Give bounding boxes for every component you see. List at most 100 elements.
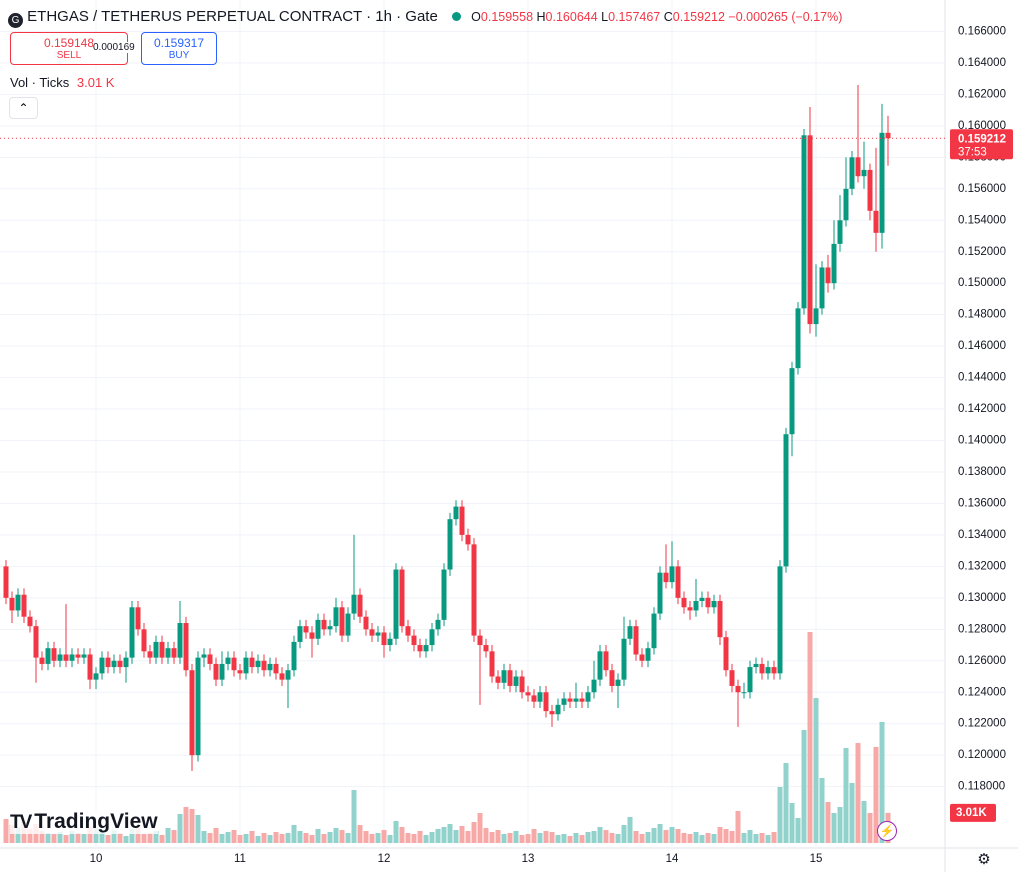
volume-bar — [363, 831, 369, 843]
candle-body — [501, 670, 507, 683]
candle-body — [465, 534, 471, 545]
y-tick-label: 0.126000 — [958, 655, 1006, 667]
volume-bar — [57, 832, 63, 843]
candle-body — [99, 657, 105, 674]
volume-bar — [27, 829, 33, 843]
volume-bar — [243, 834, 249, 843]
candle-body — [423, 645, 429, 652]
volume-bar — [723, 829, 729, 843]
h-label: H — [536, 10, 546, 24]
lightning-button[interactable]: ⚡ — [877, 821, 897, 841]
volume-bar — [597, 827, 603, 843]
volume-bar — [783, 763, 789, 843]
candle-body — [483, 645, 489, 652]
c-label: C — [663, 10, 673, 24]
volume-bar — [315, 829, 321, 843]
volume-bar — [129, 829, 135, 843]
candle-body — [447, 519, 453, 570]
candle-body — [885, 132, 891, 139]
volume-bar — [39, 831, 45, 843]
volume-bar — [3, 819, 9, 843]
volume-bar — [735, 811, 741, 843]
volume-bar — [267, 835, 273, 843]
volume-bar — [441, 827, 447, 843]
volume-bar — [351, 790, 357, 843]
candle-body — [57, 654, 63, 661]
brand-glyph: TV — [10, 812, 32, 833]
candle-body — [75, 654, 81, 658]
candle-body — [783, 434, 789, 567]
candle-body — [135, 607, 141, 630]
y-tick-label: 0.134000 — [958, 529, 1006, 541]
candle-body — [801, 135, 807, 309]
logo: G — [8, 13, 23, 28]
volume-bar — [327, 832, 333, 843]
candle-body — [537, 692, 543, 702]
buy-button[interactable]: 0.159317 BUY — [141, 32, 217, 65]
candle-body — [513, 676, 519, 686]
candle-body — [765, 667, 771, 674]
candle-body — [615, 679, 621, 686]
o-label: O — [471, 10, 481, 24]
volume-bar — [435, 829, 441, 843]
y-tick-label: 0.124000 — [958, 686, 1006, 698]
candle-body — [699, 597, 705, 601]
volume-bar — [681, 833, 687, 843]
volume-bar — [99, 832, 105, 843]
volume-bar — [381, 830, 387, 843]
y-tick-label: 0.128000 — [958, 623, 1006, 635]
candle-body — [777, 566, 783, 674]
y-tick-label: 0.150000 — [958, 277, 1006, 289]
volume-bar — [219, 834, 225, 843]
candle-body — [147, 651, 153, 658]
volume-bar — [819, 778, 825, 843]
candle-body — [429, 629, 435, 646]
candle-body — [831, 243, 837, 284]
volume-bar — [669, 827, 675, 843]
collapse-button[interactable]: ⌃ — [9, 97, 38, 119]
volume-bar — [321, 834, 327, 843]
volume-bar — [15, 827, 21, 843]
candle-body — [411, 635, 417, 646]
volume-bar — [531, 829, 537, 843]
x-tick-label: 14 — [666, 853, 679, 865]
candle-body — [93, 673, 99, 680]
c-value: 0.159212 — [672, 10, 725, 24]
candle-body — [585, 692, 591, 702]
settings-button[interactable]: ⚙ — [977, 851, 991, 868]
candle-body — [309, 632, 315, 639]
candle-body — [573, 698, 579, 702]
candle-body — [105, 657, 111, 668]
volume-bar — [117, 833, 123, 843]
candle-body — [333, 607, 339, 627]
candle-body — [519, 676, 525, 693]
candle-body — [369, 629, 375, 636]
candle-body — [345, 613, 351, 636]
volume-bar — [135, 827, 141, 843]
x-tick-label: 12 — [378, 853, 391, 865]
candle-body — [249, 657, 255, 668]
volume-bar — [387, 835, 393, 843]
candle-body — [165, 648, 171, 658]
candle-body — [225, 657, 231, 664]
candle-body — [393, 569, 399, 639]
candle-body — [381, 632, 387, 646]
candle-body — [489, 651, 495, 677]
volume-bar — [771, 832, 777, 843]
volume-bar — [831, 813, 837, 843]
candle-body — [591, 679, 597, 693]
volume-bar — [303, 833, 309, 843]
candle-body — [129, 607, 135, 658]
y-tick-label: 0.162000 — [958, 88, 1006, 100]
volume-bar — [483, 828, 489, 843]
candle-body — [291, 641, 297, 671]
candle-body — [507, 670, 513, 686]
candle-body — [375, 632, 381, 636]
volume-bar — [213, 828, 219, 843]
volume-bar — [393, 821, 399, 843]
candle-body — [555, 704, 561, 715]
candle-body — [531, 695, 537, 702]
candle-body — [705, 597, 711, 608]
